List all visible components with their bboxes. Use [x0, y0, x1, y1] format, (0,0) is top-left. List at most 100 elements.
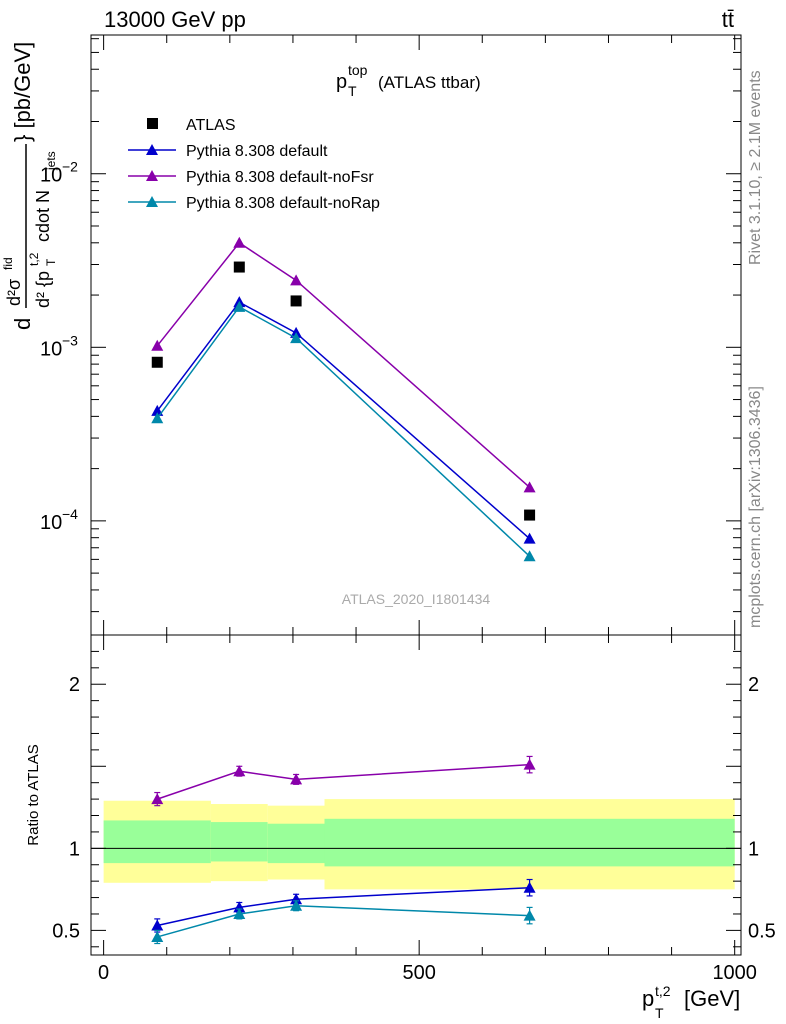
ylabel-unit: } [pb/GeV] [10, 42, 35, 142]
ratio-xtick-label: 500 [402, 962, 435, 984]
main-data-point [233, 236, 246, 248]
ratio-series-0 [151, 755, 536, 807]
ratio-band-inner [210, 822, 268, 862]
header-right-label: tt̄ [722, 7, 734, 32]
ratio-xtick-label: 1000 [712, 962, 757, 984]
ratio-frame [90, 634, 742, 956]
ratio-series-2 [151, 899, 536, 945]
main-ytick-label: 10 [40, 165, 62, 187]
ratio-ytick-label-right: 2 [748, 674, 759, 696]
main-title: p top T (ATLAS ttbar) [336, 62, 481, 99]
legend-label-default: Pythia 8.308 default [186, 143, 328, 160]
ylabel-den-sub: T [44, 258, 58, 266]
legend-item-nofsr: Pythia 8.308 default-noFsr [128, 169, 374, 186]
ylabel-d: d [10, 318, 35, 330]
main-series-0 [151, 261, 536, 521]
ratio-series-line [157, 886, 530, 927]
main-data-point [290, 332, 303, 344]
main-data-point [151, 356, 163, 368]
main-ylabel: d d²σ fid d² {p T t,2 cdot N jets } [pb/… [1, 42, 58, 330]
ratio-bands [91, 799, 741, 890]
ratio-data-point [290, 899, 303, 911]
main-ticks [91, 35, 741, 635]
ratio-data [151, 755, 536, 945]
main-ytick-label-exp: −3 [62, 332, 78, 348]
main-data-point [233, 300, 246, 312]
ylabel-num-sup: fid [1, 257, 15, 270]
legend-marker-norap [146, 196, 158, 207]
legend-marker-nofsr [146, 170, 158, 181]
analysis-watermark: ATLAS_2020_I1801434 [342, 591, 491, 607]
main-ytick-label: 10 [40, 338, 62, 360]
main-panel: 10−210−310−4 p top T (ATLAS ttbar) ATLAS… [1, 34, 742, 636]
ylabel-num: d²σ [4, 279, 24, 306]
ratio-data-point [151, 930, 164, 942]
main-series-line [156, 305, 531, 557]
rivet-label: Rivet 3.1.10, ≥ 2.1M events [747, 70, 764, 265]
ratio-series-line [157, 763, 530, 800]
ratio-ytick-label-right: 0.5 [748, 920, 776, 942]
legend-item-norap: Pythia 8.308 default-noRap [128, 195, 380, 212]
main-data-point [151, 339, 164, 351]
ratio-data-point [523, 758, 536, 770]
ylabel-den-post-sub: jets [44, 151, 58, 171]
main-series-line [156, 301, 531, 540]
main-ytick-label-exp: −4 [62, 506, 78, 522]
ratio-data-point [151, 793, 164, 805]
ylabel-den-pre: d² {p [33, 271, 53, 308]
title-sub: T [348, 83, 357, 99]
xlabel-suffix: [GeV] [684, 986, 740, 1011]
ratio-band-inner [267, 823, 325, 864]
main-series-2 [151, 236, 536, 493]
main-series-line [156, 241, 531, 488]
ratio-band-inner [324, 818, 735, 867]
ratio-ytick-label-left: 1 [69, 838, 80, 860]
xlabel-base: p [642, 986, 654, 1011]
main-data-point [523, 532, 536, 544]
ylabel-den-post: cdot N [33, 190, 53, 242]
legend-marker-default [146, 144, 158, 155]
ratio-series-line [157, 905, 530, 938]
ratio-xtick-label: 0 [98, 962, 109, 984]
main-data-point [290, 295, 302, 307]
main-data [151, 236, 536, 562]
main-ytick-labels: 10−210−310−4 [40, 159, 78, 534]
ratio-ytick-label-left: 2 [69, 674, 80, 696]
ratio-ytick-labels: 0.5 0.5 1 1 2 2 [52, 674, 776, 942]
ratio-ytick-label-right: 1 [748, 838, 759, 860]
ratio-data-point [233, 907, 246, 919]
main-data-point [151, 412, 164, 424]
legend-label-norap: Pythia 8.308 default-noRap [186, 195, 380, 212]
ratio-data-point [151, 919, 164, 931]
ratio-panel: 0.5 0.5 1 1 2 2 0 500 1000 Ratio to ATLAS p T t… [25, 634, 776, 1021]
ratio-data-point [233, 765, 246, 777]
xlabel-sub: T [655, 1005, 664, 1021]
header-left-label: 13000 GeV pp [104, 7, 246, 32]
ratio-data-point [290, 773, 303, 785]
legend-marker-atlas [147, 118, 158, 129]
main-series-1 [151, 296, 536, 544]
legend: ATLAS Pythia 8.308 default Pythia 8.308 … [128, 117, 380, 212]
ratio-xlabel: p T t,2 [GeV] [642, 983, 740, 1021]
title-suffix: (ATLAS ttbar) [378, 73, 481, 92]
main-data-point [523, 481, 536, 493]
ylabel-den-sup: t,2 [27, 252, 41, 266]
legend-item-default: Pythia 8.308 default [128, 143, 328, 160]
ratio-xtick-labels: 0 500 1000 [98, 962, 757, 984]
xlabel-sup: t,2 [655, 983, 671, 999]
mcplots-label: mcplots.cern.ch [arXiv:1306.3436] [747, 386, 764, 628]
ratio-data-point [233, 901, 246, 913]
main-data-point [233, 261, 245, 273]
title-sup: top [348, 62, 368, 78]
ratio-data-point [523, 881, 536, 893]
main-series-3 [151, 300, 536, 562]
title-base: p [336, 71, 347, 93]
ratio-data-point [523, 909, 536, 921]
ratio-ylabel: Ratio to ATLAS [25, 744, 42, 845]
ratio-series-1 [151, 878, 536, 933]
main-data-point [523, 550, 536, 562]
ratio-ytick-label-left: 0.5 [52, 920, 80, 942]
ratio-data-point [290, 893, 303, 905]
main-data-point [290, 274, 303, 286]
